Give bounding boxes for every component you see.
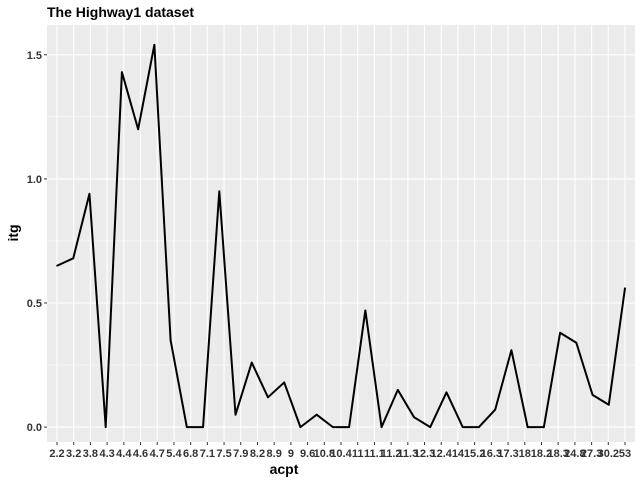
data-point [576,342,578,344]
y-axis-title: itg [5,224,21,241]
data-point [202,426,204,428]
data-point [446,392,448,394]
x-tick-label: 5.4 [166,448,182,460]
data-point [429,426,431,428]
x-tick-label: 7.9 [233,448,248,460]
data-point [397,389,399,391]
chart-title: The Highway1 dataset [47,4,194,20]
x-tick-label: 4.4 [116,448,132,460]
x-tick-label: 12.4 [431,448,453,460]
data-point [154,44,156,46]
data-point [527,426,529,428]
x-tick-label: 4.7 [150,448,165,460]
y-axis: 0.0 0.5 1.0 1.5 [27,50,47,434]
data-point [332,426,334,428]
x-tick-label: 53 [619,448,631,460]
y-tick-label: 1.5 [27,50,42,62]
data-point [559,332,561,334]
data-point [121,71,123,73]
data-point [462,426,464,428]
x-tick-label: 11 [352,448,364,460]
data-point [494,409,496,411]
data-point [624,287,626,289]
data-point [170,339,172,341]
data-point [316,414,318,416]
data-point [267,397,269,399]
y-tick-label: 0.5 [27,298,42,310]
x-tick-label: 3.8 [83,448,98,460]
data-point [72,258,74,260]
x-tick-label: 30.2 [598,448,619,460]
data-point [56,265,58,267]
data-point [300,426,302,428]
data-point [186,426,188,428]
data-point [543,426,545,428]
data-point [283,382,285,384]
x-tick-label: 4.6 [133,448,148,460]
data-point [608,404,610,406]
data-point [137,128,139,130]
y-tick-label: 0.0 [27,422,42,434]
x-tick-label: 7.1 [200,448,215,460]
x-tick-label: 8.9 [267,448,282,460]
x-tick-label: 6.8 [183,448,198,460]
data-point [251,362,253,364]
data-point [365,310,367,312]
data-point [348,426,350,428]
x-tick-label: 2.2 [49,448,64,460]
x-tick-label: 10.4 [330,448,352,460]
x-tick-label: 17.3 [497,448,518,460]
data-point [89,193,91,195]
x-axis: 2.2 3.2 3.8 4.3 4.4 4.6 4.7 5.4 6.8 7.1 7.5 7.9 8.2 8… [49,442,631,460]
x-tick-label: 4.3 [99,448,114,460]
x-tick-label: 3.2 [66,448,81,460]
x-axis-title: acpt [270,461,299,477]
data-point [511,349,513,351]
data-point [218,191,220,193]
data-point [413,416,415,418]
y-tick-label: 1.0 [27,174,42,186]
data-point [478,426,480,428]
data-point [381,426,383,428]
x-tick-label: 9 [288,448,294,460]
data-point [592,394,594,396]
x-tick-label: 8.2 [250,448,265,460]
data-point [235,414,237,416]
x-tick-label: 7.5 [216,448,231,460]
data-point [105,426,107,428]
x-tick-label: 18 [519,448,531,460]
